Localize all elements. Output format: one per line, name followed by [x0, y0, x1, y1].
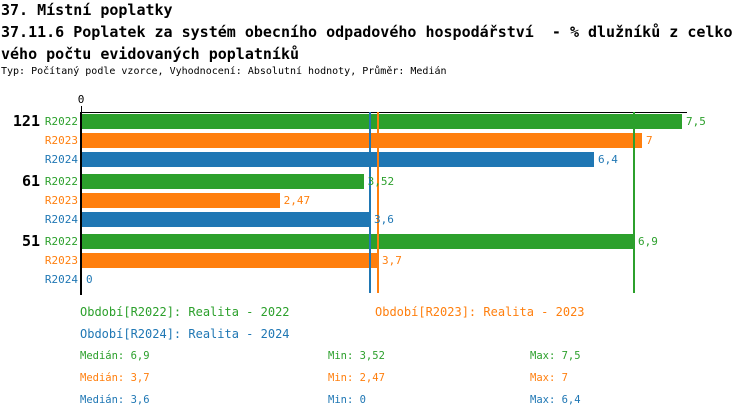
median-line-r2023: [377, 112, 379, 293]
bar-value-121-r2022: 7,5: [686, 115, 706, 128]
bar-value-61-r2022: 3,52: [367, 175, 395, 188]
stat-max-r2022: Max: 7,5: [530, 350, 581, 362]
bar-61-r2024: [82, 212, 370, 227]
series-label-r2023: R2023: [44, 254, 78, 267]
report-section-title: 37. Místní poplatky: [1, 1, 173, 19]
series-label-r2022: R2022: [44, 175, 78, 188]
series-label-r2024: R2024: [44, 213, 78, 226]
stat-max-r2024: Max: 6,4: [530, 394, 581, 406]
bar-51-r2022: [82, 234, 634, 249]
legend-item-r2024: Období[R2024]: Realita - 2024: [80, 327, 290, 341]
series-label-r2022: R2022: [44, 115, 78, 128]
x-axis-origin-tick: [81, 106, 82, 112]
bar-value-121-r2023: 7: [646, 134, 653, 147]
bar-value-51-r2024: 0: [86, 273, 93, 286]
legend-item-r2023: Období[R2023]: Realita - 2023: [375, 305, 585, 319]
stat-max-r2023: Max: 7: [530, 372, 568, 384]
category-label-51: 51: [21, 232, 40, 250]
bar-121-r2023: [82, 133, 642, 148]
bar-value-51-r2023: 3,7: [382, 254, 402, 267]
median-line-r2022: [633, 112, 635, 293]
stat-min-r2024: Min: 0: [328, 394, 366, 406]
series-label-r2024: R2024: [44, 153, 78, 166]
chart-title-line1: 37.11.6 Poplatek za systém obecního odpa…: [1, 23, 733, 41]
stat-median-r2023: Medián: 3,7: [80, 372, 150, 384]
bar-121-r2022: [82, 114, 682, 129]
stat-median-r2024: Medián: 3,6: [80, 394, 150, 406]
chart-title-line2: vého počtu evidovaných poplatníků: [1, 45, 300, 63]
y-axis-line: [80, 112, 82, 295]
stat-min-r2022: Min: 3,52: [328, 350, 385, 362]
category-label-61: 61: [21, 172, 40, 190]
bar-value-61-r2024: 3,6: [374, 213, 394, 226]
legend-item-r2022: Období[R2022]: Realita - 2022: [80, 305, 290, 319]
stat-median-r2022: Medián: 6,9: [80, 350, 150, 362]
bar-value-61-r2023: 2,47: [283, 194, 311, 207]
series-label-r2024: R2024: [44, 273, 78, 286]
median-line-r2024: [369, 112, 371, 293]
bar-61-r2022: [82, 174, 364, 189]
stat-min-r2023: Min: 2,47: [328, 372, 385, 384]
bar-value-121-r2024: 6,4: [598, 153, 618, 166]
x-axis-line: [80, 112, 687, 113]
series-label-r2023: R2023: [44, 134, 78, 147]
bar-value-51-r2022: 6,9: [638, 235, 658, 248]
x-axis-origin-label: 0: [77, 93, 85, 106]
bar-51-r2023: [82, 253, 378, 268]
category-label-121: 121: [12, 112, 40, 130]
bar-121-r2024: [82, 152, 594, 167]
series-label-r2023: R2023: [44, 194, 78, 207]
bar-61-r2023: [82, 193, 280, 208]
series-label-r2022: R2022: [44, 235, 78, 248]
chart-subtitle: Typ: Počítaný podle vzorce, Vyhodnocení:…: [1, 66, 447, 77]
